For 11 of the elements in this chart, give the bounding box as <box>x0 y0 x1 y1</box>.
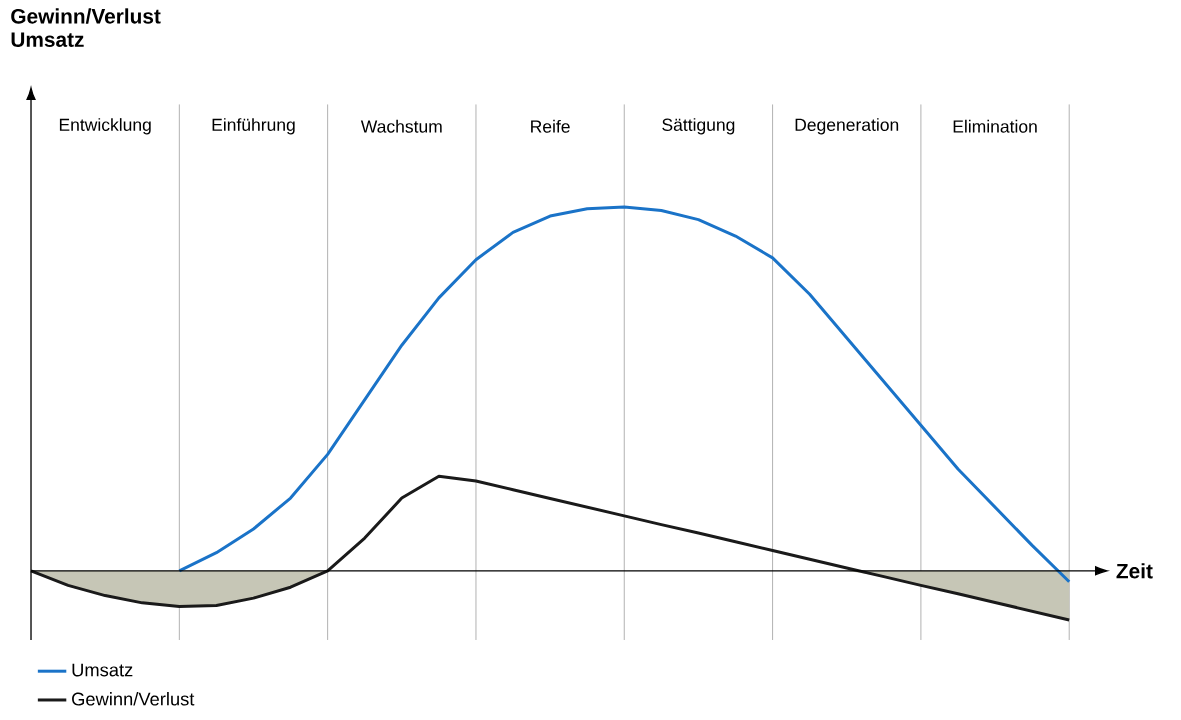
x-axis-title: Zeit <box>1116 563 1153 579</box>
legend-label: Umsatz <box>72 663 133 677</box>
x-tick-label: Wachstum <box>360 119 442 133</box>
y-axis-title: Gewinn/Verlust Umsatz <box>11 8 161 47</box>
x-tick-label: Einführung <box>212 118 295 135</box>
x-tick-label: Entwicklung <box>59 118 151 135</box>
x-tick-label: Reife <box>531 119 570 133</box>
x-tick-label: Elimination <box>953 119 1037 133</box>
legend-label: Gewinn/Verlust <box>72 692 195 706</box>
x-tick-label: Degeneration <box>795 118 899 135</box>
x-tick-label: Sättigung <box>662 118 735 135</box>
